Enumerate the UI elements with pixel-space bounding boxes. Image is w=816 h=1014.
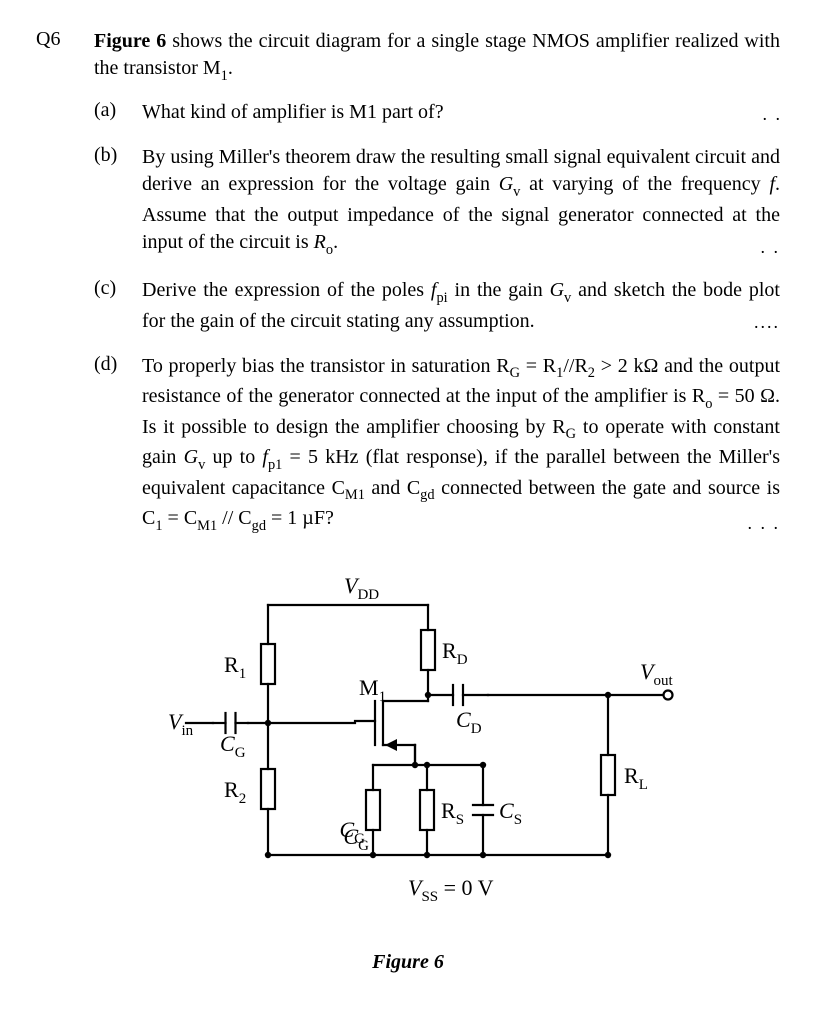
part-c-gv-sub: v (564, 290, 571, 306)
circuit-diagram: VDDR1R2RDVinCGM1CDVoutRLCGRSCSCGVSS = 0 … (128, 565, 688, 925)
part-b-label: (b) (94, 144, 142, 167)
part-d-t2: up to (205, 446, 262, 468)
part-a-mark: . . (763, 102, 783, 126)
svg-text:M1: M1 (359, 675, 386, 705)
part-a-content: What kind of amplifier is M1 part of? (142, 101, 444, 123)
part-d-gv: G (184, 446, 198, 468)
part-b-gv: G (499, 173, 513, 195)
part-b-text: By using Miller's theorem draw the resul… (142, 144, 780, 259)
part-d-fp1-sub: p1 (268, 457, 282, 473)
intro-text: shows the circuit diagram for a single s… (94, 30, 780, 79)
part-d-ro-sub: o (705, 396, 712, 412)
part-d-label: (d) (94, 353, 142, 376)
figure-wrap: VDDR1R2RDVinCGM1CDVoutRLCGRSCSCGVSS = 0 … (36, 565, 780, 974)
part-c-t1: Derive the expression of the poles (142, 279, 431, 301)
part-d-t6: = C (163, 507, 198, 529)
svg-text:CS: CS (499, 798, 522, 828)
part-d-r1-sub: 1 (556, 365, 563, 381)
svg-text:RL: RL (624, 763, 648, 793)
svg-text:VSS = 0 V: VSS = 0 V (408, 875, 494, 905)
part-b: (b) By using Miller's theorem draw the r… (94, 144, 780, 259)
part-c-text: Derive the expression of the poles fpi i… (142, 277, 780, 334)
figure-ref: Figure 6 (94, 30, 166, 52)
question-intro: Figure 6 shows the circuit diagram for a… (94, 28, 780, 85)
part-d-rg-sub: G (510, 365, 520, 381)
part-c-gv: G (550, 279, 564, 301)
part-c: (c) Derive the expression of the poles f… (94, 277, 780, 334)
svg-text:CG: CG (220, 731, 246, 761)
part-c-mark: .... (754, 310, 780, 334)
part-d-cm1-sub2: M1 (197, 518, 217, 534)
svg-text:CD: CD (456, 707, 482, 737)
part-d-cgd-sub: gd (420, 487, 434, 503)
part-b-mark: . . (761, 235, 781, 259)
part-d-t4: and C (365, 477, 420, 499)
svg-text:RD: RD (442, 638, 468, 668)
part-d-mark: . . . (748, 511, 781, 535)
part-d-r2-sub: 2 (588, 365, 595, 381)
part-d: (d) To properly bias the transistor in s… (94, 353, 780, 536)
question-intro-row: Q6 Figure 6 shows the circuit diagram fo… (36, 28, 780, 85)
part-b-ro: R (314, 231, 326, 253)
part-a-text: What kind of amplifier is M1 part of? . … (142, 99, 780, 126)
svg-text:R1: R1 (224, 652, 246, 682)
part-d-t1: To properly bias the transistor in satur… (142, 355, 510, 377)
svg-text:R2: R2 (224, 777, 246, 807)
part-c-label: (c) (94, 277, 142, 300)
part-d-t7: // C (217, 507, 251, 529)
part-b-gv-sub: v (513, 184, 520, 200)
svg-text:RS: RS (441, 798, 464, 828)
part-d-cm1-sub: M1 (345, 487, 365, 503)
part-d-text: To properly bias the transistor in satur… (142, 353, 780, 536)
part-d-t8: = 1 µF? (266, 507, 334, 529)
svg-text:Vin: Vin (168, 709, 194, 739)
part-d-cgd-sub2: gd (252, 518, 266, 534)
intro-m1-sub: 1 (221, 68, 228, 84)
page: Q6 Figure 6 shows the circuit diagram fo… (0, 0, 816, 1014)
part-a-label: (a) (94, 99, 142, 122)
part-b-ro-sub: o (326, 242, 333, 258)
part-b-t2: at varying of the frequency (520, 173, 769, 195)
part-d-rg-sub2: G (566, 426, 576, 442)
part-d-gv-sub: v (198, 457, 205, 473)
part-b-t4: . (333, 231, 338, 253)
part-a: (a) What kind of amplifier is M1 part of… (94, 99, 780, 126)
part-d-c1-sub: 1 (155, 518, 162, 534)
question-number: Q6 (36, 28, 94, 51)
part-d-t1b: = R (520, 355, 556, 377)
part-d-t1c: //R (563, 355, 587, 377)
figure-caption-text: Figure 6 (372, 951, 444, 973)
part-c-fpi-sub: pi (436, 290, 447, 306)
part-c-t2: in the gain (448, 279, 550, 301)
svg-text:Vout: Vout (640, 659, 673, 689)
figure-caption: Figure 6 (372, 951, 444, 974)
intro-period: . (228, 57, 233, 79)
svg-text:VDD: VDD (344, 573, 379, 603)
